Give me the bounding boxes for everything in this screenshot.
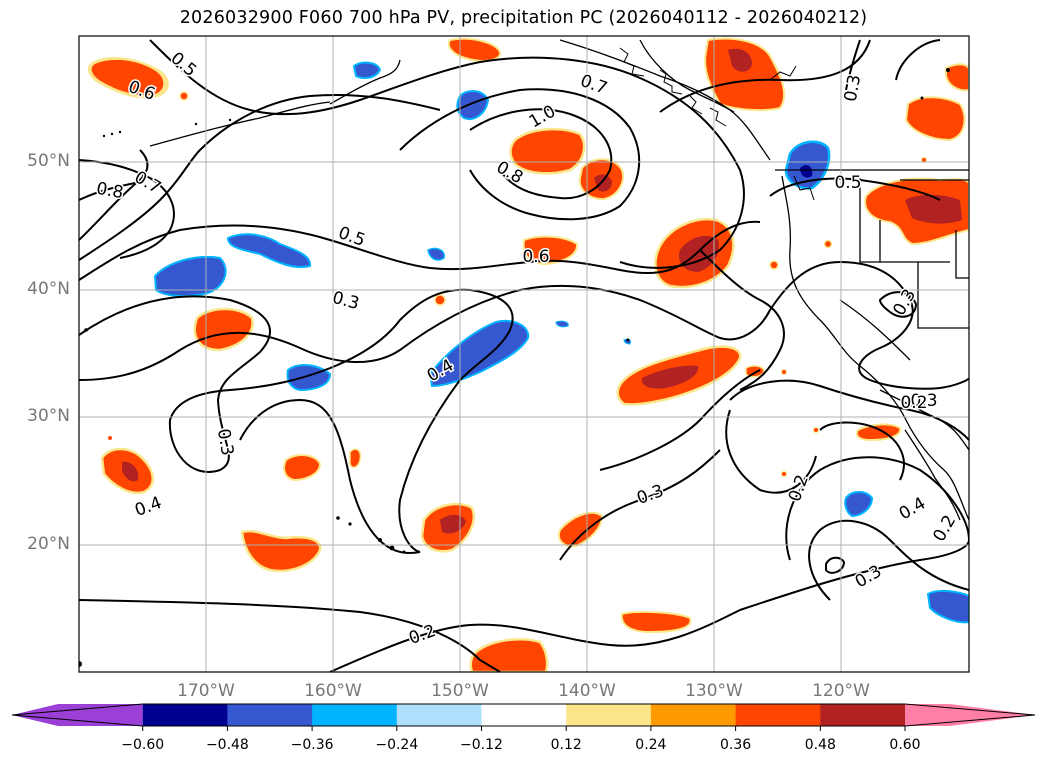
- colorbar-tick-label: 0.12: [550, 737, 582, 753]
- pv-contour: [79, 220, 761, 281]
- contour-label: 0.2: [900, 393, 927, 413]
- pv-contour: [399, 88, 641, 221]
- negative-precip-anomalies: [153, 61, 969, 624]
- precip-blob: [926, 589, 969, 624]
- precip-blob: [616, 345, 742, 406]
- pv-contour: [895, 39, 941, 81]
- colorbar-extend-low: [12, 704, 143, 726]
- lon-label-120w: 120°W: [812, 681, 870, 701]
- pv-contour: [469, 108, 613, 200]
- graticule: [79, 36, 969, 672]
- lon-label-150w: 150°W: [431, 681, 489, 701]
- contour-label: 0.3: [910, 391, 937, 411]
- pv-contour: [79, 260, 969, 390]
- precip-blob: [522, 235, 579, 266]
- pv-contour: [878, 291, 918, 318]
- lat-label-50n: 50°N: [27, 151, 70, 171]
- pv-contour: [329, 539, 969, 672]
- precip-blob: [193, 307, 254, 352]
- lat-label-20n: 20°N: [27, 534, 70, 554]
- precip-blob: [558, 511, 604, 548]
- lon-label-170w: 170°W: [177, 681, 235, 701]
- precip-blob: [704, 37, 786, 112]
- pv-contour: [79, 149, 149, 241]
- pv-contour: [79, 93, 441, 261]
- pv-contour: [845, 39, 861, 91]
- pv-contour: [79, 599, 501, 672]
- pv-contour: [785, 456, 969, 561]
- colorbar-tick-label: 0.24: [635, 737, 667, 753]
- colorbar-segment: [566, 704, 652, 726]
- pv-contour: [559, 449, 721, 561]
- pv-contour: [659, 39, 871, 113]
- precip-blob: [620, 610, 692, 634]
- precip-blob: [226, 233, 312, 268]
- pv-contour: [699, 249, 785, 391]
- pv-contour: [725, 409, 817, 494]
- colorbar-tick-label: 0.36: [720, 737, 752, 753]
- pv-contour: [149, 39, 745, 269]
- colorbar-tick-label: −0.60: [121, 737, 165, 753]
- positive-precip-anomalies: [87, 37, 969, 672]
- colorbar-tick-label: −0.48: [205, 737, 249, 753]
- precip-blob: [844, 491, 874, 518]
- colorbar-tick-label: −0.24: [375, 737, 419, 753]
- map-plot-area: 0.50.60.8 0.70.50.30.40.30.41.00.70.80.60…: [79, 36, 969, 672]
- pv-contour: [599, 369, 761, 471]
- pv-contour: [825, 556, 846, 574]
- contour-label: 0.5: [834, 173, 861, 193]
- colorbar-segment: [227, 704, 313, 726]
- colorbar-segment: [820, 704, 906, 726]
- colorbar-segment: [142, 704, 228, 726]
- colorbar-segment: [650, 704, 737, 726]
- contour-label: 0.6: [522, 247, 549, 267]
- precip-blob: [784, 140, 831, 190]
- precip-blob: [240, 529, 322, 573]
- precip-blob: [509, 128, 586, 175]
- precip-blob: [864, 177, 969, 246]
- pv-contour: [79, 288, 514, 555]
- colorbar-extend-high: [905, 704, 1035, 726]
- precip-blob: [87, 56, 169, 99]
- lat-label-30n: 30°N: [27, 406, 70, 426]
- precip-blob: [349, 448, 362, 469]
- precip-blob: [108, 91, 927, 477]
- precip-blob: [352, 61, 382, 79]
- precip-blob: [427, 247, 631, 345]
- colorbar-tick-label: 0.60: [889, 737, 921, 753]
- precip-blob: [578, 158, 624, 201]
- coastlines: [149, 39, 969, 521]
- colorbar: [11, 703, 1036, 731]
- precip-blob: [456, 90, 490, 120]
- lon-label-140w: 140°W: [558, 681, 616, 701]
- colorbar-tick-label: −0.12: [460, 737, 503, 753]
- precip-blob: [469, 638, 549, 672]
- map-title: 2026032900 F060 700 hPa PV, precipitatio…: [179, 8, 868, 28]
- precip-blob: [904, 96, 966, 142]
- colorbar-segment: [481, 704, 567, 726]
- map-frame: [78, 35, 970, 673]
- lat-label-40n: 40°N: [27, 279, 70, 299]
- colorbar-tick-label: −0.36: [290, 737, 334, 753]
- lon-label-160w: 160°W: [304, 681, 362, 701]
- pv-contour: [808, 519, 969, 601]
- precip-blob: [100, 447, 154, 495]
- precip-blob: [283, 454, 322, 482]
- islands: [79, 68, 950, 667]
- colorbar-tick-label: 0.48: [804, 737, 836, 753]
- precip-blob: [153, 256, 227, 298]
- pv-contour: [79, 181, 141, 201]
- pv-contour: [79, 159, 175, 259]
- lon-label-130w: 130°W: [685, 681, 743, 701]
- colorbar-segment: [312, 704, 398, 726]
- contour-label: 0.8: [95, 179, 125, 203]
- contour-labels: 0.50.60.8 0.70.50.30.40.30.41.00.70.80.60…: [93, 47, 962, 651]
- colorbar-segment: [735, 704, 821, 726]
- precip-blob: [945, 63, 969, 92]
- colorbar-segment: [396, 704, 482, 726]
